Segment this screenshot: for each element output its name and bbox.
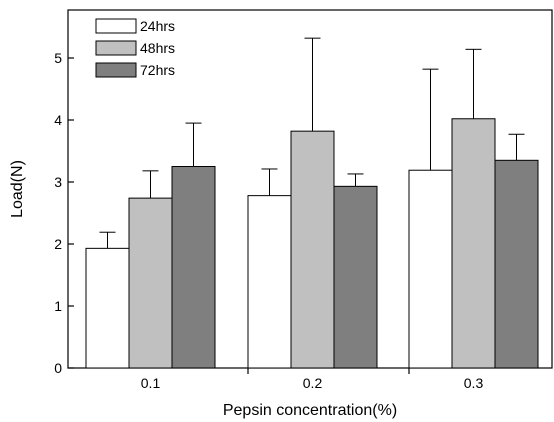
bar-72hrs-0.2 [333,185,378,369]
bar-48hrs-0.3 [451,118,496,369]
bar-24hrs-0.3 [408,169,453,369]
bar-24hrs-0.1 [85,247,130,369]
x-tick-label: 0.3 [464,375,484,391]
y-axis: 0 1 2 3 4 5 [54,50,74,376]
legend-label-24hrs: 24hrs [140,18,175,34]
x-tick-label: 0.1 [141,375,161,391]
bar-72hrs-0.1 [171,166,216,369]
bars-group [85,118,539,369]
y-tick-label: 4 [54,112,62,128]
y-tick-label: 5 [54,50,62,66]
y-tick-label: 1 [54,298,62,314]
legend-swatch-48hrs [95,40,137,56]
x-axis-title: Pepsin concentration(%) [223,402,397,419]
plot-area [67,9,553,369]
legend: 24hrs 48hrs 72hrs [95,18,175,78]
legend-label-72hrs: 72hrs [140,62,175,78]
y-tick-label: 0 [54,360,62,376]
error-bars-group [99,37,525,249]
bar-48hrs-0.2 [290,130,335,369]
bar-24hrs-0.2 [247,195,292,369]
bar-48hrs-0.1 [128,197,173,369]
x-tick-label: 0.2 [303,375,323,391]
y-tick-label: 3 [54,174,62,190]
bar-72hrs-0.3 [494,159,539,369]
legend-label-48hrs: 48hrs [140,40,175,56]
x-axis: 0.1 0.2 0.3 [141,368,484,391]
y-tick-label: 2 [54,236,62,252]
legend-swatch-72hrs [95,62,137,78]
y-axis-title: Load(N) [9,160,26,218]
legend-swatch-24hrs [95,18,137,34]
